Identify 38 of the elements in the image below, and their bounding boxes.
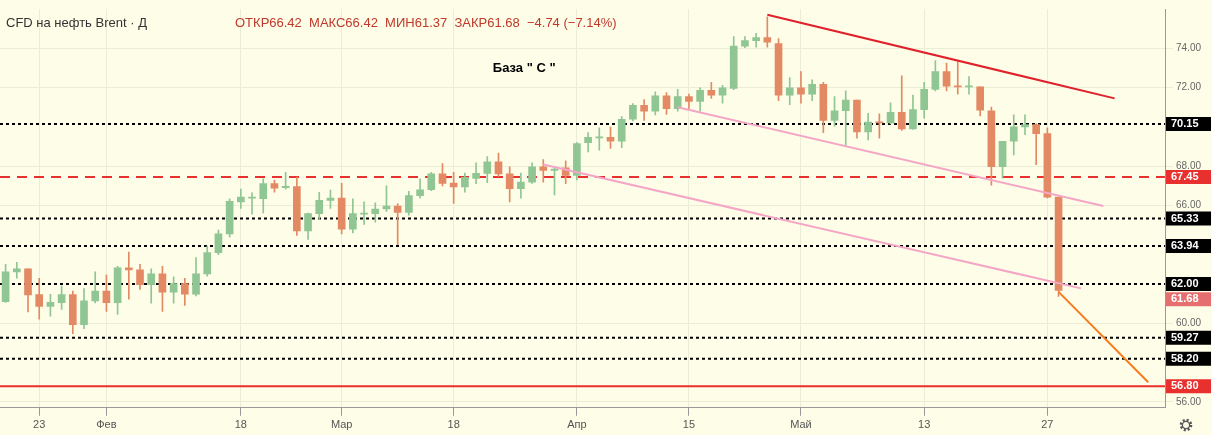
ref-line-label: 59.27 [1171, 330, 1199, 343]
y-tick-label: 60.00 [1176, 317, 1202, 329]
candlestick [237, 188, 245, 209]
y-tick-label: 72.00 [1176, 81, 1202, 93]
candlestick [1021, 114, 1029, 136]
y-tick-label: 66.00 [1176, 199, 1202, 211]
candlestick [797, 71, 805, 104]
candlestick [965, 76, 973, 95]
x-tick-label: Мар [330, 418, 353, 431]
y-tick-label: 56.00 [1176, 395, 1202, 407]
x-tick-label: 27 [1041, 418, 1054, 431]
ref-line-label: 65.33 [1171, 211, 1199, 224]
candlestick [953, 61, 962, 95]
candlestick [124, 251, 133, 300]
candlestick [841, 90, 850, 146]
x-tick-label: Май [790, 418, 812, 431]
candlestick [1032, 123, 1041, 165]
y-tick-label: 74.00 [1176, 42, 1202, 54]
candlestick [449, 172, 458, 204]
x-tick-label: 13 [918, 418, 931, 431]
text: ОТКР66.42 МАКС66.42 МИН61.37 ЗАКР61.68 −4.74 (−7.14%) [235, 15, 617, 30]
ref-line-label: 58.20 [1171, 351, 1199, 364]
ref-line-label: 62.00 [1171, 277, 1199, 290]
x-tick-label: 23 [33, 418, 46, 431]
ref-line-label: 70.15 [1171, 116, 1199, 129]
x-tick-label: Фев [96, 418, 117, 431]
x-tick-label: 18 [447, 418, 460, 431]
text: 61.68 [1171, 292, 1199, 305]
y-tick-label: 68.00 [1176, 159, 1202, 171]
x-tick-label: Апр [567, 418, 587, 431]
annotation: База " С " [492, 60, 556, 75]
x-tick-label: 15 [682, 418, 696, 431]
ref-line-label: 56.80 [1171, 379, 1199, 392]
text: CFD на нефть Brent · Д [6, 15, 148, 30]
x-tick-label: 18 [234, 418, 247, 431]
ref-line-label: 67.45 [1171, 170, 1199, 182]
candlestick [248, 192, 256, 215]
ref-line-label: 63.94 [1171, 238, 1200, 251]
